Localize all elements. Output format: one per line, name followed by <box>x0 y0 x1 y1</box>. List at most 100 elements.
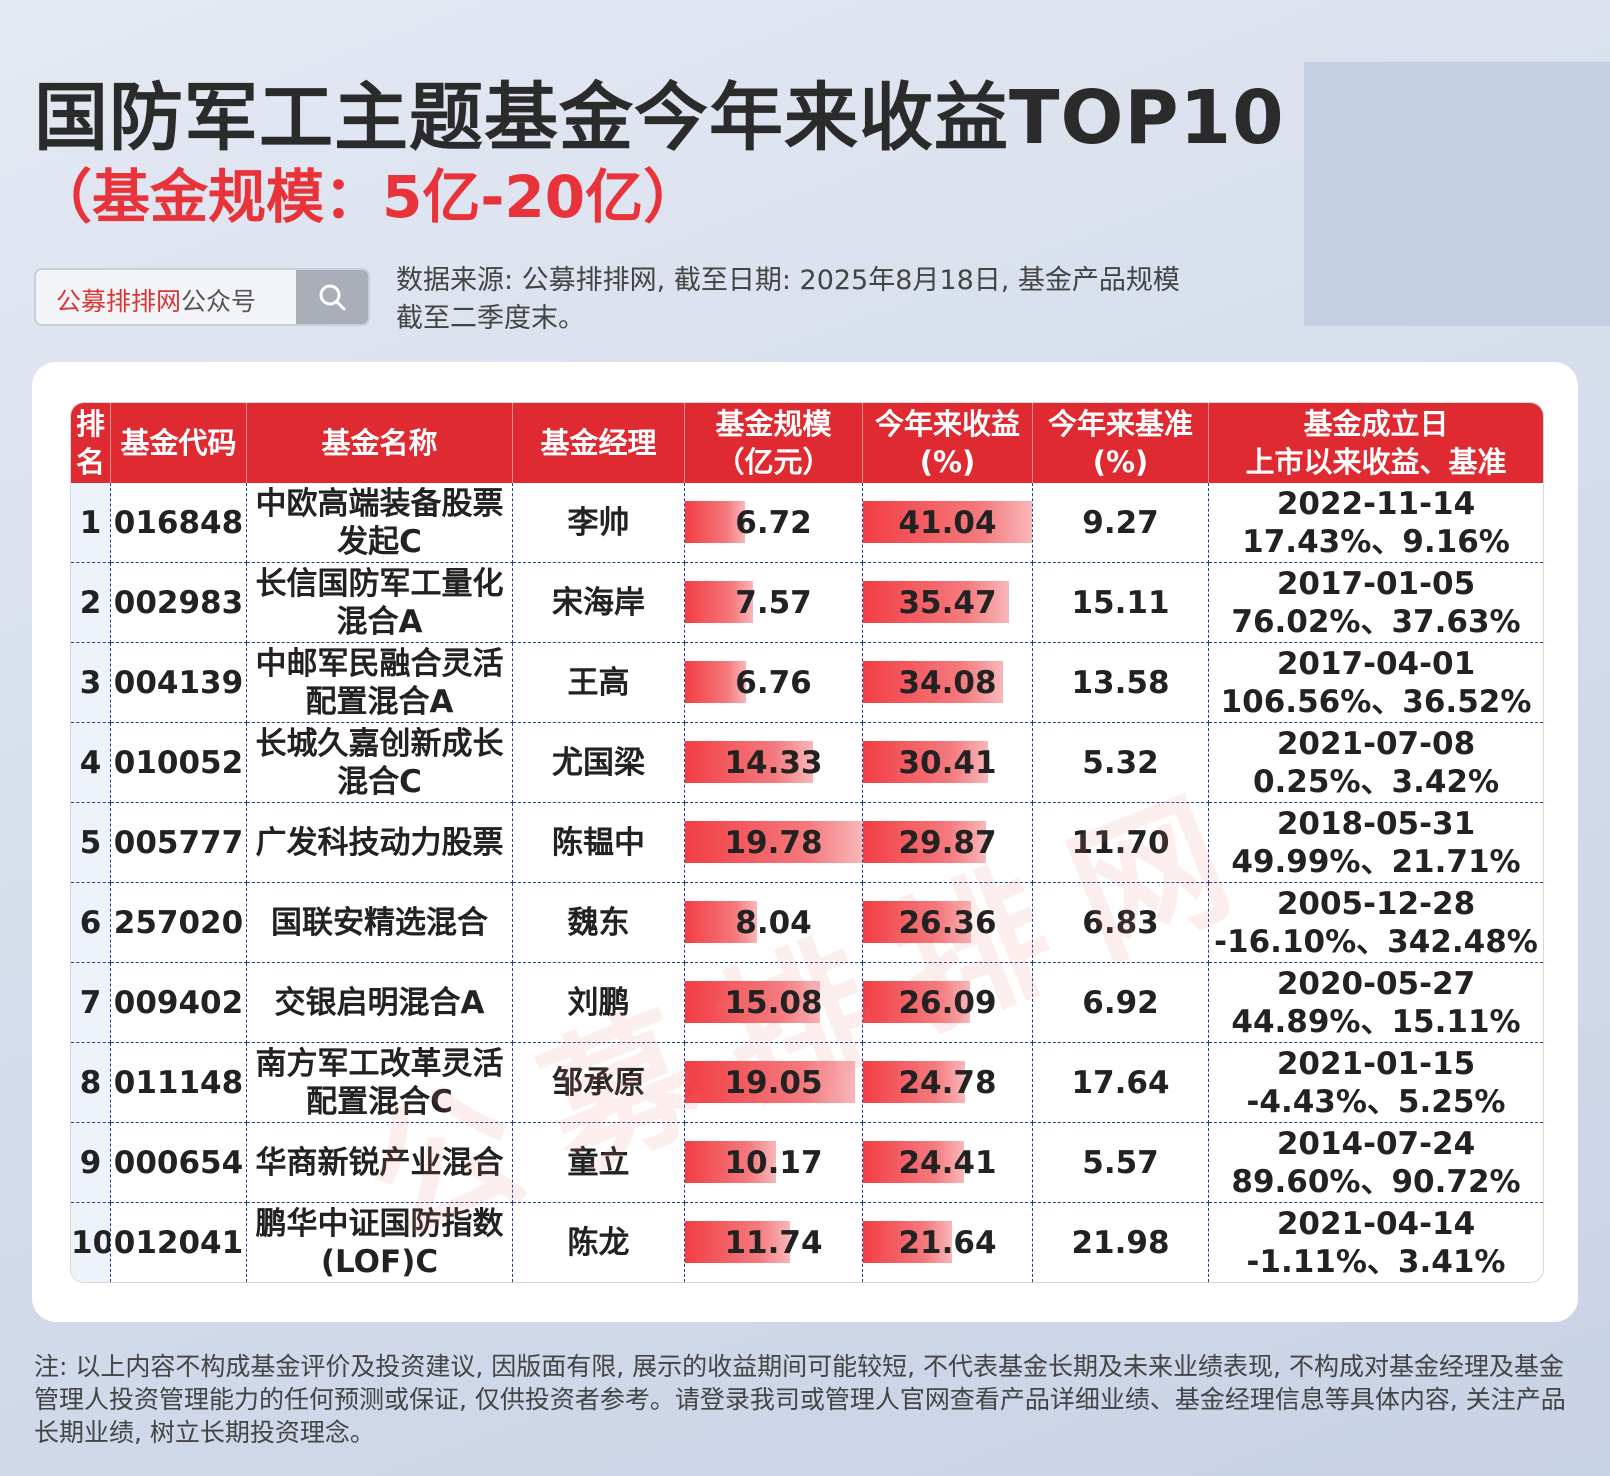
cell-ytd-benchmark: 9.27 <box>1033 483 1209 563</box>
ytd-bar <box>863 1061 966 1103</box>
cell-name: 中邮军民融合灵活 配置混合A <box>247 643 513 723</box>
table-row: 5 005777 广发科技动力股票 陈韫中 19.78 29.87 11.70 2018-05… <box>71 803 1543 883</box>
size-bar <box>685 981 820 1023</box>
since-launch-return: 17.43%、9.16% <box>1242 523 1510 560</box>
cell-rank: 7 <box>71 963 111 1043</box>
table-row: 6 257020 国联安精选混合 魏东 8.04 26.36 6.83 2005-12-28-… <box>71 883 1543 963</box>
size-bar <box>685 581 753 623</box>
cell-ytd-return: 30.41 <box>863 723 1033 803</box>
table-row: 10 012041 鹏华中证国防指数 (LOF)C 陈龙 11.74 21.64 21.98 2… <box>71 1203 1543 1282</box>
cell-name: 中欧高端装备股票 发起C <box>247 483 513 563</box>
cell-size: 8.04 <box>685 883 863 963</box>
ytd-bar <box>863 1221 953 1263</box>
size-bar <box>685 1061 856 1103</box>
cell-rank: 9 <box>71 1123 111 1203</box>
cell-manager: 童立 <box>513 1123 685 1203</box>
header-rank: 排名 <box>71 403 111 483</box>
cell-size: 11.74 <box>685 1203 863 1282</box>
search-suffix: 公众号 <box>181 287 257 316</box>
table-row: 9 000654 华商新锐产业混合 童立 10.17 24.41 5.57 2014-07-2… <box>71 1123 1543 1203</box>
disclaimer-note: 注: 以上内容不构成基金评价及投资建议, 因版面有限, 展示的收益期间可能较短,… <box>34 1352 1566 1447</box>
cell-code: 016848 <box>111 483 247 563</box>
cell-manager: 陈龙 <box>513 1203 685 1282</box>
ytd-value: 41.04 <box>898 504 997 541</box>
cell-launch: 2020-05-27 44.89%、15.11% <box>1209 963 1543 1043</box>
cell-code: 002983 <box>111 563 247 643</box>
header-manager: 基金经理 <box>513 403 685 483</box>
cell-manager: 陈韫中 <box>513 803 685 883</box>
cell-name: 华商新锐产业混合 <box>247 1123 513 1203</box>
cell-size: 19.78 <box>685 803 863 883</box>
cell-size: 19.05 <box>685 1043 863 1123</box>
header-ytd-return: 今年来收益 (%) <box>863 403 1033 483</box>
cell-ytd-benchmark: 5.57 <box>1033 1123 1209 1203</box>
size-value: 7.57 <box>735 584 812 621</box>
launch-date: 2021-07-08 <box>1276 725 1476 762</box>
ytd-value: 21.64 <box>898 1224 997 1261</box>
cell-launch: 2022-11-14 17.43%、9.16% <box>1209 483 1543 563</box>
header-size: 基金规模 （亿元） <box>685 403 863 483</box>
cell-code: 012041 <box>111 1203 247 1282</box>
size-value: 14.33 <box>724 744 823 781</box>
ytd-bar <box>863 981 971 1023</box>
cell-ytd-benchmark: 6.83 <box>1033 883 1209 963</box>
size-bar <box>685 1141 776 1183</box>
header-launch: 基金成立日 上市以来收益、基准 <box>1209 403 1543 483</box>
since-launch-return: 89.60%、90.72% <box>1231 1163 1521 1200</box>
launch-date: 2017-01-05 <box>1276 565 1476 602</box>
size-bar <box>685 741 814 783</box>
size-value: 10.17 <box>724 1144 823 1181</box>
search-button[interactable] <box>296 270 368 324</box>
size-value: 11.74 <box>724 1224 823 1261</box>
data-source: 数据来源: 公募排排网, 截至日期: 2025年8月18日, 基金产品规模 截至… <box>396 262 1296 338</box>
cell-manager: 宋海岸 <box>513 563 685 643</box>
cell-code: 257020 <box>111 883 247 963</box>
data-source-line-2: 截至二季度末。 <box>396 303 585 334</box>
fund-ranking-table: 排名 基金代码 基金名称 基金经理 基金规模 （亿元） 今年来收益 (%) 今年来基… <box>70 402 1544 1283</box>
size-value: 8.04 <box>735 904 812 941</box>
header-name: 基金名称 <box>247 403 513 483</box>
size-bar <box>685 1221 791 1263</box>
cell-ytd-return: 24.78 <box>863 1043 1033 1123</box>
table-row: 3 004139 中邮军民融合灵活 配置混合A 王高 6.76 34.08 13.58 2017… <box>71 643 1543 723</box>
cell-ytd-benchmark: 21.98 <box>1033 1203 1209 1282</box>
ytd-value: 24.78 <box>898 1064 997 1101</box>
cell-launch: 2017-04-01 106.56%、36.52% <box>1209 643 1543 723</box>
cell-launch: 2021-07-08 0.25%、3.42% <box>1209 723 1543 803</box>
cell-ytd-return: 34.08 <box>863 643 1033 723</box>
cell-size: 7.57 <box>685 563 863 643</box>
cell-manager: 王高 <box>513 643 685 723</box>
cell-size: 6.72 <box>685 483 863 563</box>
size-bar <box>685 821 862 863</box>
cell-name: 交银启明混合A <box>247 963 513 1043</box>
launch-date: 2020-05-27 <box>1276 965 1476 1002</box>
size-value: 19.78 <box>724 824 823 861</box>
cell-name: 长信国防军工量化 混合A <box>247 563 513 643</box>
cell-manager: 魏东 <box>513 883 685 963</box>
cell-code: 005777 <box>111 803 247 883</box>
since-launch-return: 106.56%、36.52% <box>1220 683 1532 720</box>
cell-name: 广发科技动力股票 <box>247 803 513 883</box>
size-bar <box>685 501 746 543</box>
cell-ytd-return: 21.64 <box>863 1203 1033 1282</box>
cell-ytd-benchmark: 17.64 <box>1033 1043 1209 1123</box>
cell-code: 000654 <box>111 1123 247 1203</box>
ytd-value: 26.09 <box>898 984 997 1021</box>
cell-rank: 8 <box>71 1043 111 1123</box>
cell-size: 14.33 <box>685 723 863 803</box>
ytd-bar <box>863 661 1004 703</box>
decorative-panel <box>1304 62 1610 326</box>
cell-name: 国联安精选混合 <box>247 883 513 963</box>
size-value: 6.76 <box>735 664 812 701</box>
cell-launch: 2021-01-15 -4.43%、5.25% <box>1209 1043 1543 1123</box>
search-icon <box>319 284 346 311</box>
cell-ytd-return: 26.09 <box>863 963 1033 1043</box>
ytd-value: 29.87 <box>898 824 997 861</box>
search-box[interactable]: 公募排排网公众号 <box>34 268 370 326</box>
table-row: 7 009402 交银启明混合A 刘鹏 15.08 26.09 6.92 2020-05-27… <box>71 963 1543 1043</box>
search-text[interactable]: 公募排排网公众号 <box>56 282 256 318</box>
cell-launch: 2017-01-05 76.02%、37.63% <box>1209 563 1543 643</box>
since-launch-return: 49.99%、21.71% <box>1231 843 1521 880</box>
launch-date: 2014-07-24 <box>1276 1125 1476 1162</box>
cell-ytd-return: 26.36 <box>863 883 1033 963</box>
